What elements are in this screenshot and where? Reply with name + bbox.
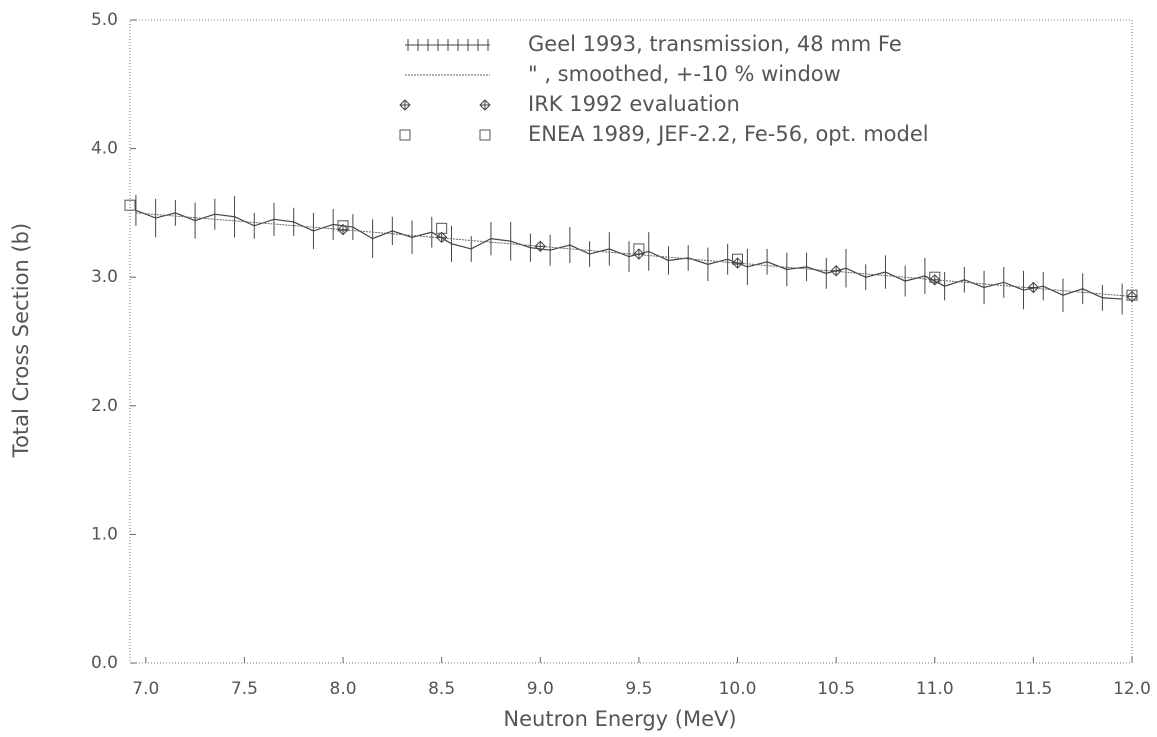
x-tick-label: 7.0 (132, 679, 159, 699)
x-tick-label: 8.0 (330, 679, 357, 699)
x-tick-label: 10.0 (719, 679, 757, 699)
legend-glyph (399, 99, 411, 111)
point (435, 231, 448, 244)
y-tick-label: 1.0 (91, 524, 118, 544)
legend-label: Geel 1993, transmission, 48 mm Fe (528, 32, 902, 56)
legend-label: IRK 1992 evaluation (528, 92, 740, 116)
y-tick-label: 5.0 (91, 10, 118, 30)
marker-shape (929, 274, 941, 286)
point (732, 253, 744, 265)
point (337, 223, 349, 236)
marker-shape (731, 257, 744, 269)
legend-glyph (479, 99, 491, 111)
x-tick-label: 7.5 (231, 679, 258, 699)
point (534, 240, 546, 253)
legend-symbol (405, 39, 490, 51)
marker-shape (1027, 281, 1040, 294)
point (731, 257, 744, 269)
point (830, 265, 842, 277)
point (1027, 281, 1040, 294)
x-tick-label: 9.5 (625, 679, 652, 699)
x-axis-title: Neutron Energy (MeV) (503, 707, 736, 731)
marker-shape (337, 223, 349, 236)
plot-frame (129, 19, 1133, 664)
y-tick-label: 2.0 (91, 396, 118, 416)
legend-glyph (399, 129, 411, 141)
point (124, 199, 136, 211)
y-axis-title: Total Cross Section (b) (9, 223, 33, 458)
point (929, 271, 941, 283)
legend-symbol (479, 99, 491, 111)
point (929, 274, 941, 286)
x-tick-label: 8.5 (428, 679, 455, 699)
x-tick-label: 10.5 (817, 679, 855, 699)
marker-shape (435, 231, 448, 244)
legend-label: ENEA 1989, JEF-2.2, Fe-56, opt. model (528, 122, 929, 146)
x-tick-label: 12.0 (1113, 679, 1151, 699)
marker-shape (830, 265, 842, 277)
point (633, 243, 645, 255)
point (436, 222, 448, 234)
y-tick-label: 0.0 (91, 653, 118, 673)
y-tick-label: 4.0 (91, 139, 118, 159)
x-tick-label: 11.5 (1014, 679, 1052, 699)
legend-glyph (405, 39, 490, 51)
y-tick-label: 3.0 (91, 267, 118, 287)
x-tick-label: 11.0 (916, 679, 954, 699)
legend-glyph (479, 129, 491, 141)
legend-label: " , smoothed, +-10 % window (528, 62, 841, 86)
legend-symbol (399, 129, 411, 141)
point (1126, 289, 1138, 301)
legend-symbol (399, 99, 411, 111)
legend-symbol (479, 129, 491, 141)
point (337, 220, 349, 232)
marker-shape (534, 240, 546, 253)
x-tick-label: 9.0 (527, 679, 554, 699)
